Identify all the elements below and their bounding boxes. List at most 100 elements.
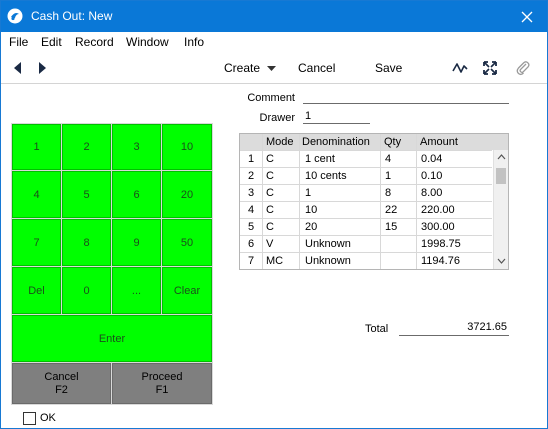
total-value: 3721.65 [399, 321, 509, 336]
key-10[interactable]: 10 [162, 124, 212, 170]
cancel-f2-shortcut: F2 [55, 383, 68, 396]
menu-window[interactable]: Window [126, 35, 169, 49]
chevron-down-icon [267, 65, 277, 71]
key-8[interactable]: 8 [62, 219, 111, 266]
row-mode: C [266, 153, 274, 165]
row-amount: 300.00 [421, 221, 455, 233]
menu-info[interactable]: Info [184, 35, 205, 49]
key-5[interactable]: 5 [62, 171, 111, 218]
key-clear[interactable]: Clear [162, 267, 212, 314]
drawer-label: Drawer [259, 112, 295, 124]
expand-icon[interactable] [482, 60, 498, 76]
row-denomination: Unknown [305, 255, 351, 267]
app-logo-icon [7, 8, 23, 24]
key-enter[interactable]: Enter [12, 315, 212, 362]
table-row[interactable]: 4 C 10 22 220.00 [240, 201, 492, 218]
row-mode: C [266, 187, 274, 199]
row-qty: 1 [385, 170, 392, 182]
key-9[interactable]: 9 [112, 219, 161, 266]
table-header: Mode Denomination Qty Amount [240, 134, 508, 150]
key-0[interactable]: 0 [62, 267, 111, 314]
header-amount: Amount [420, 136, 458, 148]
row-denomination: 1 cent [305, 153, 335, 165]
row-denomination: Unknown [305, 238, 351, 250]
row-qty: 15 [385, 221, 398, 233]
header-denomination: Denomination [302, 136, 370, 148]
cancel-button[interactable]: Cancel [298, 61, 336, 75]
cancel-f2-button[interactable]: Cancel F2 [12, 363, 111, 404]
row-denomination: 1 [305, 187, 312, 199]
row-number: 3 [248, 187, 255, 199]
ok-checkbox[interactable] [23, 412, 36, 425]
row-number: 7 [248, 255, 255, 267]
row-amount: 1998.75 [421, 238, 461, 250]
proceed-f1-label: Proceed [141, 370, 183, 383]
menu-file[interactable]: File [9, 35, 29, 49]
scroll-up-icon[interactable] [497, 154, 506, 160]
paperclip-icon[interactable] [515, 60, 531, 76]
key-2[interactable]: 2 [62, 124, 111, 170]
row-number: 6 [248, 238, 255, 250]
table-row[interactable]: 5 C 20 15 300.00 [240, 218, 492, 235]
cancel-f2-label: Cancel [44, 370, 79, 383]
row-number: 4 [248, 204, 255, 216]
table-row[interactable]: 6 V Unknown 1998.75 [240, 235, 492, 252]
menu-bar: File Edit Record Window Info [1, 32, 547, 52]
menu-record[interactable]: Record [75, 35, 114, 49]
previous-record-icon[interactable] [11, 60, 25, 76]
row-mode: C [266, 204, 274, 216]
key-1[interactable]: 1 [12, 124, 61, 170]
table-scrollbar[interactable] [493, 150, 508, 269]
row-qty: 22 [385, 204, 398, 216]
toolbar: Create Cancel Save [1, 52, 547, 84]
row-mode: C [266, 221, 274, 233]
key-3[interactable]: 3 [112, 124, 161, 170]
row-qty: 4 [385, 153, 392, 165]
table-row[interactable]: 3 C 1 8 8.00 [240, 184, 492, 201]
row-amount: 0.10 [421, 170, 443, 182]
scroll-down-icon[interactable] [497, 258, 506, 264]
key-4[interactable]: 4 [12, 171, 61, 218]
activity-icon[interactable] [452, 60, 468, 76]
comment-label: Comment [247, 92, 295, 104]
key-6[interactable]: 6 [112, 171, 161, 218]
key-50[interactable]: 50 [162, 219, 212, 266]
row-denomination: 10 cents [305, 170, 347, 182]
row-number: 5 [248, 221, 255, 233]
next-record-icon[interactable] [35, 60, 49, 76]
row-number: 1 [248, 153, 255, 165]
proceed-f1-button[interactable]: Proceed F1 [112, 363, 212, 404]
scrollbar-thumb[interactable] [496, 168, 506, 184]
create-label: Create [224, 61, 261, 75]
row-mode: V [266, 238, 274, 250]
row-amount: 8.00 [421, 187, 443, 199]
table-row[interactable]: 1 C 1 cent 4 0.04 [240, 150, 492, 167]
key-7[interactable]: 7 [12, 219, 61, 266]
keypad: 1 2 3 10 4 5 6 20 7 8 9 50 Del 0 ... Cle… [11, 123, 213, 405]
cash-lines-table: Mode Denomination Qty Amount 1 C 1 cent … [239, 133, 509, 270]
comment-field[interactable] [303, 90, 509, 104]
create-button[interactable]: Create [224, 61, 277, 75]
row-denomination: 10 [305, 204, 318, 216]
row-mode: MC [266, 255, 284, 267]
title-bar: Cash Out: New [1, 1, 547, 32]
table-row[interactable]: 2 C 10 cents 1 0.10 [240, 167, 492, 184]
drawer-field[interactable]: 1 [303, 110, 370, 124]
key-del[interactable]: Del [12, 267, 61, 314]
key-20[interactable]: 20 [162, 171, 212, 218]
ok-label: OK [40, 412, 56, 424]
window-title: Cash Out: New [31, 9, 113, 23]
total-label: Total [365, 323, 389, 335]
table-row[interactable]: 7 MC Unknown 1194.76 [240, 252, 492, 269]
save-button[interactable]: Save [375, 61, 403, 75]
close-icon [521, 11, 533, 23]
key-ellipsis[interactable]: ... [112, 267, 161, 314]
row-amount: 1194.76 [421, 255, 460, 267]
header-mode: Mode [266, 136, 294, 148]
row-mode: C [266, 170, 274, 182]
row-denomination: 20 [305, 221, 318, 233]
close-button[interactable] [507, 1, 547, 32]
menu-edit[interactable]: Edit [41, 35, 62, 49]
proceed-f1-shortcut: F1 [155, 383, 169, 396]
